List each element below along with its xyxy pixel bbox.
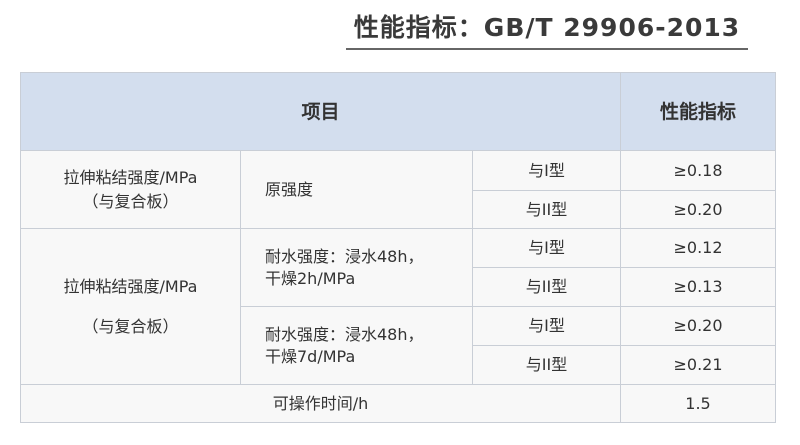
sub-label-line: 耐水强度：浸水48h， [265, 246, 424, 266]
type-cell: 与II型 [471, 190, 622, 229]
type-cell: 与II型 [471, 267, 622, 307]
footer-label: 可操作时间/h [19, 384, 622, 423]
table-row: 与II型 ≥0.20 [21, 190, 777, 229]
table-row: 与II型 ≥0.21 [21, 345, 777, 385]
sub-label-line: 干燥2h/MPa [265, 268, 356, 288]
header-item: 项目 [19, 72, 622, 151]
sub-label: 原强度 [240, 150, 473, 229]
sub-label: 耐水强度：浸水48h， 干燥2h/MPa [240, 228, 473, 307]
type-cell: 与I型 [471, 306, 622, 346]
sub-label-line: 干燥7d/MPa [265, 346, 356, 366]
table-row: 拉伸粘结强度/MPa （与复合板） 原强度 与I型 ≥0.18 [20, 150, 777, 229]
value-cell: ≥0.20 [620, 306, 777, 346]
type-cell: 与I型 [471, 228, 622, 268]
spec-table: 项目 性能指标 拉伸粘结强度/MPa （与复合板） 原强度 与I型 ≥0.18 与… [19, 72, 777, 423]
table-row: 可操作时间/h 1.5 [19, 384, 777, 423]
group-name-line: 拉伸粘结强度/MPa [63, 167, 198, 187]
sub-label: 耐水强度：浸水48h， 干燥7d/MPa [240, 306, 473, 385]
value-cell: ≥0.18 [620, 150, 777, 191]
footer-value: 1.5 [620, 384, 777, 423]
table-row: 拉伸粘结强度/MPa （与复合板） 耐水强度：浸水48h， 干燥2h/MPa 与I型… [20, 228, 777, 385]
group-name: 拉伸粘结强度/MPa （与复合板） [20, 228, 241, 385]
page-title: 性能指标：GB/T 29906-2013 [346, 8, 748, 50]
value-cell: ≥0.13 [620, 267, 777, 307]
group-name: 拉伸粘结强度/MPa （与复合板） [20, 150, 241, 229]
table-row: 耐水强度：浸水48h， 干燥7d/MPa 与I型 ≥0.20 [21, 306, 777, 385]
sub-label-line: 耐水强度：浸水48h， [265, 324, 424, 344]
group-name-line: 拉伸粘结强度/MPa [63, 276, 198, 296]
group-name-line: （与复合板） [82, 316, 179, 336]
type-cell: 与I型 [471, 150, 622, 191]
value-cell: ≥0.21 [620, 345, 777, 385]
type-cell: 与II型 [471, 345, 622, 385]
value-cell: ≥0.20 [620, 190, 777, 229]
value-cell: ≥0.12 [620, 228, 777, 268]
group-name-line: （与复合板） [82, 191, 179, 211]
table-header: 项目 性能指标 [19, 72, 777, 151]
table-row: 与II型 ≥0.13 [21, 267, 777, 307]
header-spec: 性能指标 [620, 72, 777, 151]
